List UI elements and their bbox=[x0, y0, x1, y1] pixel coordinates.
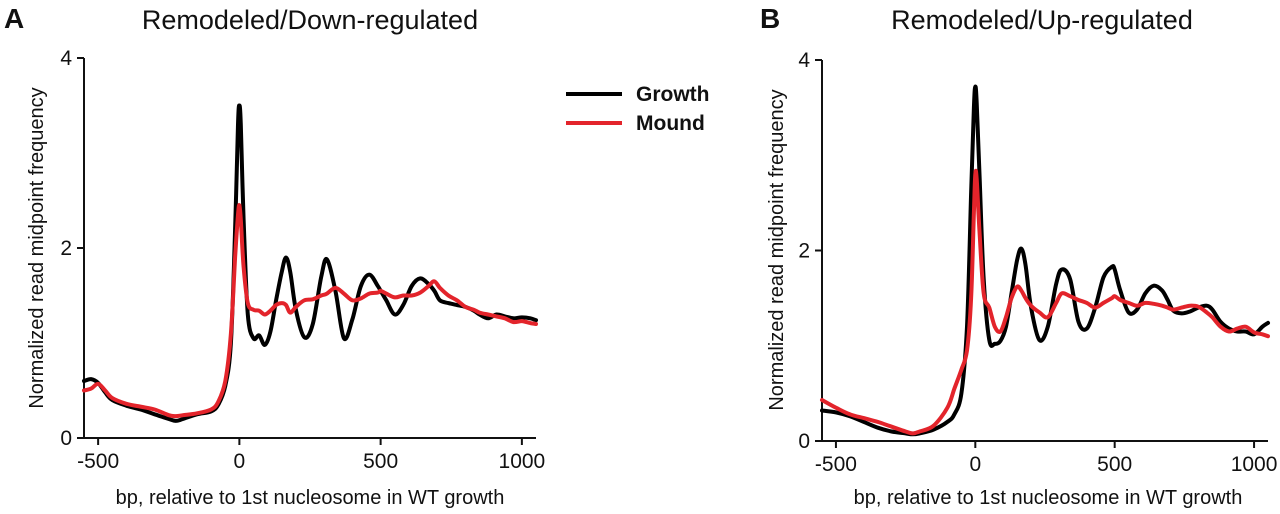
panel-b-series bbox=[820, 84, 1270, 437]
panel-b-series-mound bbox=[820, 168, 1270, 436]
panel-a-y-tick-label: 0 bbox=[60, 427, 72, 450]
panel-a-x-tick-label: 1000 bbox=[499, 450, 546, 473]
panel-a-y-axis-label: Normalized read midpoint frequency bbox=[26, 87, 48, 408]
panel-b-x-tick-label: 1000 bbox=[1231, 453, 1278, 476]
panel-b-x-tick-label: 500 bbox=[1097, 453, 1132, 476]
panel-a-y-tick-label: 2 bbox=[60, 237, 72, 260]
panel-a-title: Remodeled/Down-regulated bbox=[142, 5, 478, 35]
panel-b-y-tick-label: 2 bbox=[798, 240, 810, 263]
panel-a-axes bbox=[83, 58, 536, 439]
panel-a-letter: A bbox=[4, 3, 24, 34]
panel-b-letter: B bbox=[760, 3, 780, 34]
panel-a-series bbox=[82, 103, 538, 423]
panel-a-x-tick-label: -500 bbox=[77, 450, 119, 473]
legend: Growth Mound bbox=[566, 83, 710, 135]
panel-a-ticks: 024-500 0 500 1000 bbox=[60, 47, 545, 473]
panel-b-y-axis-label: Normalized read midpoint frequency bbox=[766, 89, 788, 410]
panel-a-x-axis-label: bp, relative to 1st nucleosome in WT gro… bbox=[116, 487, 505, 509]
panel-a-y-tick-label: 4 bbox=[60, 47, 72, 70]
panel-a: A Remodeled/Down-regulated Normalized re… bbox=[4, 3, 545, 509]
panel-a-x-tick-label: 500 bbox=[363, 450, 398, 473]
panel-b-y-tick-label: 4 bbox=[798, 49, 810, 72]
panel-b-series-growth bbox=[820, 84, 1270, 437]
panel-b-x-tick-label: 0 bbox=[969, 453, 981, 476]
panel-b-y-tick-label: 0 bbox=[798, 430, 810, 453]
legend-label-growth: Growth bbox=[636, 83, 710, 106]
panel-b-ticks: 024-500 0 500 1000 bbox=[798, 49, 1277, 476]
panel-b-axes bbox=[821, 60, 1268, 442]
panel-a-series-mound bbox=[82, 203, 538, 419]
panel-b-title: Remodeled/Up-regulated bbox=[891, 5, 1193, 35]
panel-a-x-tick-label: 0 bbox=[234, 450, 246, 473]
panel-b-x-tick-label: -500 bbox=[815, 453, 857, 476]
panel-b: B Remodeled/Up-regulated Normalized read… bbox=[760, 3, 1277, 509]
panel-a-series-growth bbox=[82, 103, 538, 423]
legend-label-mound: Mound bbox=[636, 112, 705, 135]
panel-b-x-axis-label: bp, relative to 1st nucleosome in WT gro… bbox=[854, 487, 1243, 509]
